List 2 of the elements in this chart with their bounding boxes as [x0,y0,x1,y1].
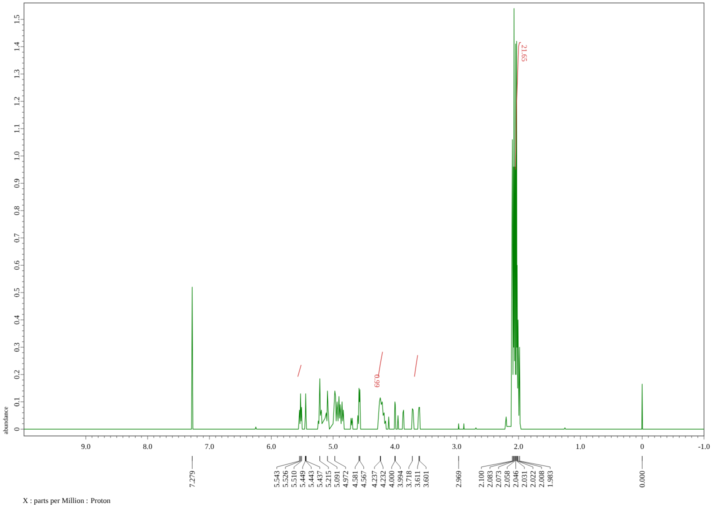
line-series [24,8,704,430]
line-series [515,42,522,170]
